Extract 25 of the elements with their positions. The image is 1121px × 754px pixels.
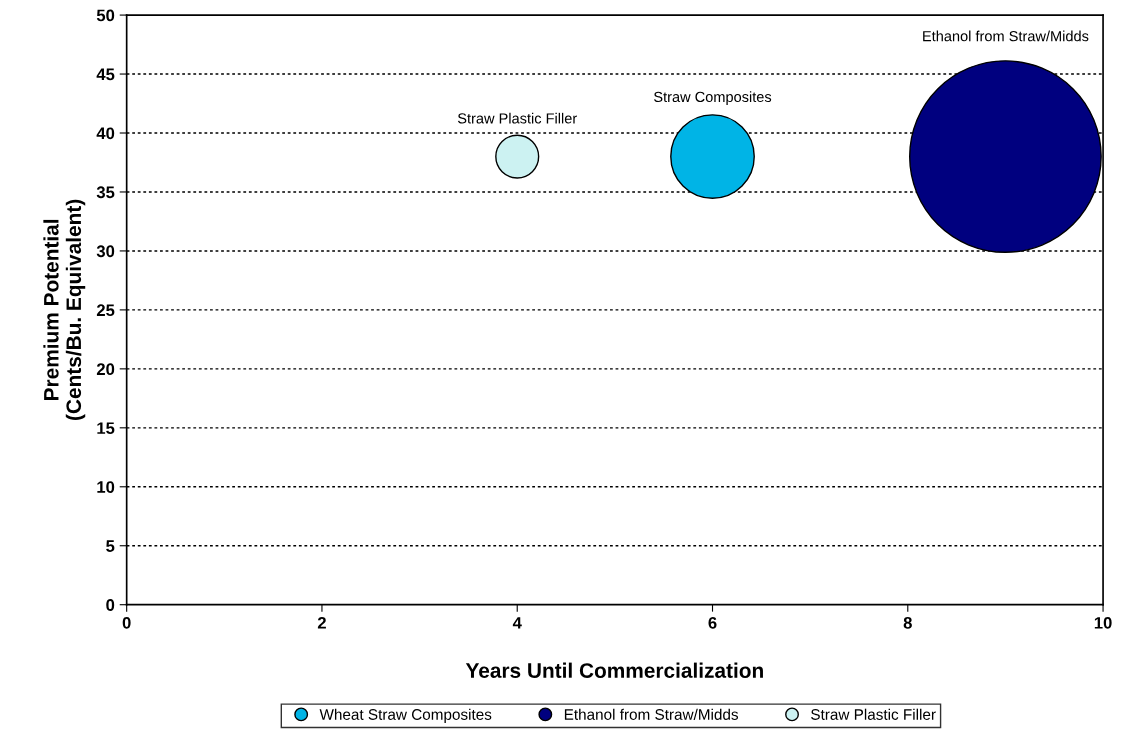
y-tick-label: 45 — [96, 68, 115, 81]
y-tick-label: 50 — [96, 9, 115, 22]
y-tick-label: 30 — [96, 245, 115, 258]
y-tick-label: 0 — [106, 599, 115, 611]
y-tick-label: 15 — [97, 422, 115, 435]
x-tick-label: 4 — [512, 617, 522, 629]
y-tick-label: 10 — [97, 481, 115, 493]
data-label: Straw Composites — [654, 91, 772, 105]
legend-label: Wheat Straw Composites — [319, 708, 492, 723]
legend-label: Straw Plastic Filler — [811, 708, 936, 720]
y-tick-label: 25 — [96, 304, 115, 317]
legend-label: Ethanol from Straw/Midds — [564, 708, 739, 720]
data-label: Straw Plastic Filler — [457, 112, 577, 124]
x-tick-label: 2 — [317, 616, 326, 629]
x-tick-label: 6 — [708, 616, 717, 629]
x-tick-label: 8 — [903, 616, 912, 629]
y-tick-label: 35 — [96, 186, 115, 199]
y-axis-title: Premium Potential (Cents/Bu. Equivalent) — [43, 199, 86, 420]
y-tick-label: 20 — [96, 363, 115, 376]
y-tick-label: 40 — [96, 127, 115, 140]
x-axis-title: Years Until Commercialization — [465, 662, 763, 678]
x-tick-label: 0 — [122, 616, 131, 629]
data-label: Ethanol from Straw/Midds — [923, 30, 1089, 42]
y-tick-label: 5 — [106, 540, 115, 552]
x-tick-label: 10 — [1094, 616, 1112, 629]
